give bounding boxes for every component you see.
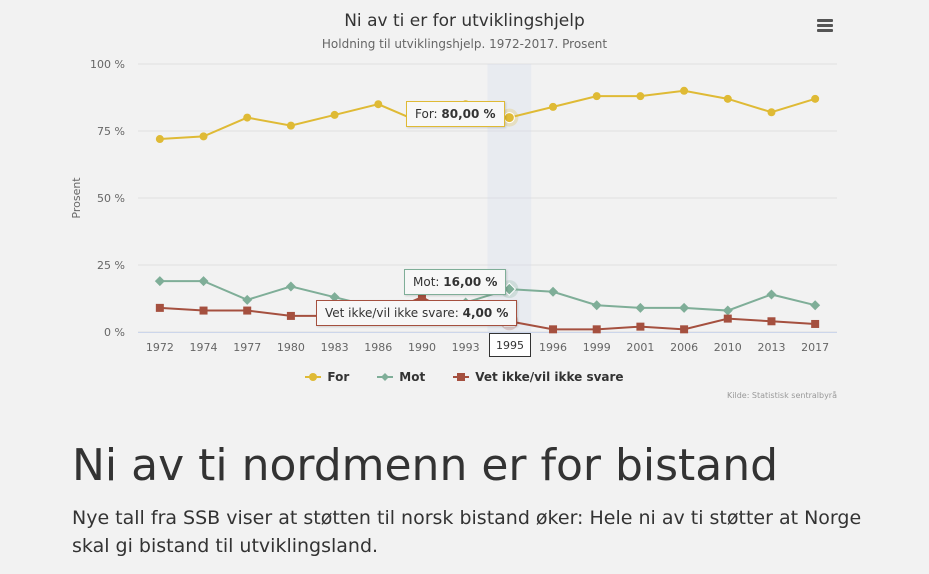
data-point [198,276,209,287]
x-tick-label: 1990 [408,341,436,354]
x-tick-label: 1993 [452,341,480,354]
data-point [635,302,646,313]
chart-credit[interactable]: Kilde: Statistisk sentralbyrå [727,391,837,400]
series-line-1 [159,280,816,312]
data-point [722,305,733,316]
tooltip-mot: Mot: 16,00 % [404,269,507,295]
x-tick-label: 1996 [539,341,567,354]
y-axis-title: Prosent [70,177,83,219]
tooltip-for-label: For: [415,107,442,121]
data-point [592,325,601,334]
data-point [242,294,253,305]
data-point [199,306,208,315]
y-tick-label: 25 % [97,259,125,272]
data-point [592,92,601,101]
data-point [811,94,820,103]
data-point [810,300,821,311]
data-point [549,325,558,334]
tooltip-vet: Vet ikke/vil ikke svare: 4,00 % [316,300,518,326]
x-tick-label: 2001 [626,341,654,354]
line-chart: 0 % 25 % 50 % 75 % 100 % 1972 1974 1977 1980 1983… [70,58,837,354]
legend-square-icon [453,373,470,381]
x-tick-label: 1977 [233,341,261,354]
tooltip-mot-value: 16,00 % [443,275,498,289]
x-axis-highlight-label: 1995 [489,333,531,357]
data-point [679,302,690,313]
chart-legend: For Mot Vet ikke/vil ikke svare [0,370,929,384]
hamburger-menu-icon [817,17,833,34]
data-point [723,314,732,323]
data-point [199,132,208,141]
article-headline: Ni av ti nordmenn er for bistand [72,440,779,491]
x-tick-label: 1986 [364,341,392,354]
tooltip-for: For: 80,00 % [406,101,505,127]
legend-circle-icon [305,373,322,381]
data-point [329,292,340,303]
data-point [286,311,295,320]
data-point [285,281,296,292]
data-point [811,319,820,328]
data-point [286,121,295,130]
data-point [243,113,252,122]
data-point [723,94,732,103]
x-tick-label: 1980 [277,341,305,354]
data-point [636,322,645,331]
data-point [591,300,602,311]
x-tick-label: 1974 [190,341,218,354]
data-point [767,108,776,117]
tooltip-for-value: 80,00 % [441,107,496,121]
data-point [374,100,383,109]
legend-label-vet: Vet ikke/vil ikke svare [475,370,624,384]
data-point [330,110,339,119]
x-tick-label: 2013 [757,341,785,354]
legend-item-vet[interactable]: Vet ikke/vil ikke svare [453,370,624,384]
legend-item-for[interactable]: For [305,370,349,384]
x-tick-label: 2010 [714,341,742,354]
x-tick-label: 1972 [146,341,174,354]
tooltip-mot-label: Mot: [413,275,444,289]
legend-item-mot[interactable]: Mot [377,370,425,384]
tooltip-vet-label: Vet ikke/vil ikke svare: [325,306,463,320]
x-tick-label: 1983 [321,341,349,354]
data-point [155,303,164,312]
data-point [243,306,252,315]
data-point [680,325,689,334]
y-tick-label: 100 % [90,58,125,71]
chart-subtitle: Holdning til utviklingshjelp. 1972-2017.… [321,37,608,51]
y-tick-label: 50 % [97,192,125,205]
chart-container: Ni av ti er for utviklingshjelp Holdning… [0,11,929,400]
data-point [636,92,645,101]
article-lead: Nye tall fra SSB viser at støtten til no… [72,507,862,557]
data-point [680,86,689,95]
data-point [548,286,559,297]
legend-diamond-icon [377,373,394,381]
data-point [767,317,776,326]
data-point [766,289,777,300]
data-point [417,293,426,302]
legend-label-mot: Mot [399,370,426,384]
x-tick-label: 1999 [583,341,611,354]
y-tick-label: 75 % [97,125,125,138]
y-tick-label: 0 % [104,326,125,339]
legend-label-for: For [327,370,350,384]
x-tick-label: 2006 [670,341,698,354]
data-point [503,112,515,124]
chart-menu-button[interactable] [811,12,839,38]
tooltip-vet-value: 4,00 % [462,306,509,320]
data-point [154,276,165,287]
x-tick-label: 2017 [801,341,829,354]
chart-title: Ni av ti er for utviklingshjelp [344,11,585,31]
data-point [549,102,558,111]
data-point [155,135,164,144]
